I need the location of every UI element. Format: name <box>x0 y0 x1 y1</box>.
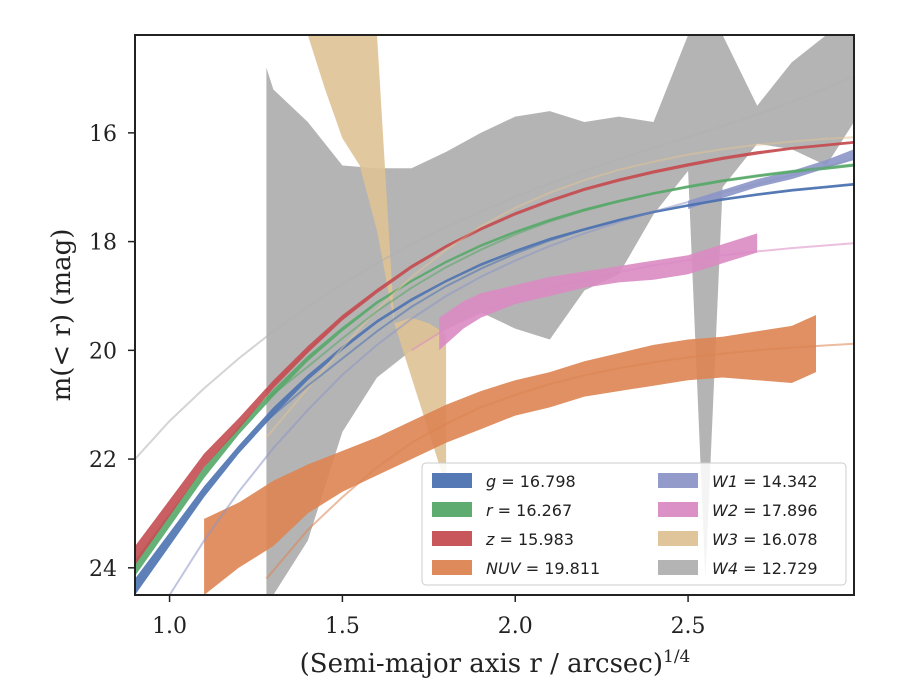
legend-label-w4: W4 = 12.729 <box>712 559 818 578</box>
y-tick-label: 18 <box>89 231 117 256</box>
y-tick-label: 20 <box>89 339 117 364</box>
band-w3 <box>266 35 447 487</box>
legend-swatch-w3 <box>658 531 698 546</box>
legend-box <box>421 462 847 586</box>
model-curve-g <box>265 183 854 422</box>
y-axis-label: m(< r) (mag) <box>47 229 77 402</box>
legend-swatch-w2 <box>658 502 698 517</box>
legend-label-g: g = 16.798 <box>486 472 576 491</box>
x-tick-label: 2.0 <box>498 614 533 639</box>
x-tick-label: 1.5 <box>325 614 360 639</box>
legend-swatch-w1 <box>658 473 698 488</box>
legend-label-nuv: NUV = 19.811 <box>486 559 600 578</box>
plot-frame <box>134 34 855 596</box>
band-w1 <box>688 149 854 209</box>
band-w4 <box>266 35 854 595</box>
axis-ticks: 1.0 1.5 2.0 2.5 16 18 20 22 24 <box>89 122 706 639</box>
legend-swatch-nuv <box>432 560 472 575</box>
legend-label-w3: W3 = 16.078 <box>712 530 818 549</box>
model-curve-w2 <box>410 242 854 352</box>
legend-label-r: r = 16.267 <box>486 501 572 520</box>
legend-label-w1: W1 = 14.342 <box>712 472 818 491</box>
x-axis-label: (Semi-major axis r / arcsec)1/4 <box>300 647 691 679</box>
model-curve-z <box>265 141 854 392</box>
model-curves <box>135 74 854 595</box>
y-tick-label: 22 <box>89 448 117 473</box>
legend-swatch-w4 <box>658 560 698 575</box>
model-curve-r <box>265 163 854 401</box>
y-tick-label: 16 <box>89 122 117 147</box>
band-nuv <box>204 315 817 595</box>
model-curve-w4 <box>135 74 854 460</box>
legend-swatch-z <box>432 531 472 546</box>
y-tick-label: 24 <box>89 557 117 582</box>
legend-label-w2: W2 = 17.896 <box>712 501 818 520</box>
model-curve-w1 <box>168 158 854 595</box>
legend: g = 16.798 r = 16.267 z = 15.983 NUV = 19.8… <box>421 462 847 586</box>
legend-swatch-g <box>432 473 472 488</box>
legend-label-z: z = 15.983 <box>485 530 574 549</box>
x-tick-label: 1.0 <box>152 614 187 639</box>
legend-swatch-r <box>432 502 472 517</box>
x-tick-label: 2.5 <box>671 614 706 639</box>
model-curve-nuv <box>265 342 854 580</box>
